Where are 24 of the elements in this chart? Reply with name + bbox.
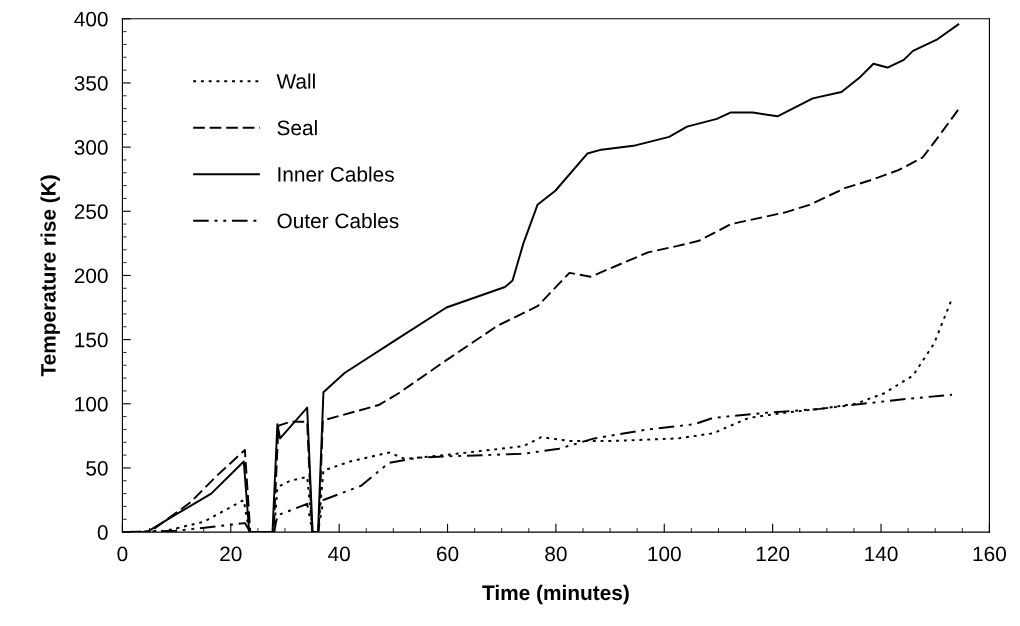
x-axis-title: Time (minutes) [482,584,629,605]
y-tick-label: 200 [74,268,108,284]
y-tick-label: 150 [75,332,108,348]
x-tick-label: 0 [117,546,128,562]
x-tick-label: 100 [648,546,681,562]
legend-label: Wall [276,73,315,89]
x-tick-label: 160 [973,546,1006,562]
x-tick-label: 40 [328,546,350,562]
y-tick-label: 400 [74,11,108,27]
y-tick-label: 300 [74,140,108,155]
legend-label: Seal [277,119,317,136]
y-tick-label: 350 [74,75,108,91]
y-axis-title: Temperature rise (K) [40,175,60,377]
legend-label: Inner Cables [278,166,394,182]
y-tick-label: 250 [74,204,108,220]
x-tick-label: 140 [865,546,898,562]
x-tick-label: 120 [756,546,790,562]
y-tick-label: 0 [97,525,108,540]
x-tick-label: 20 [220,546,242,562]
y-tick-label: 50 [86,460,108,476]
legend-label: Outer Cables [277,212,399,229]
x-tick-label: 60 [437,546,459,562]
x-tick-label: 80 [545,546,567,562]
y-tick-label: 100 [75,396,108,412]
